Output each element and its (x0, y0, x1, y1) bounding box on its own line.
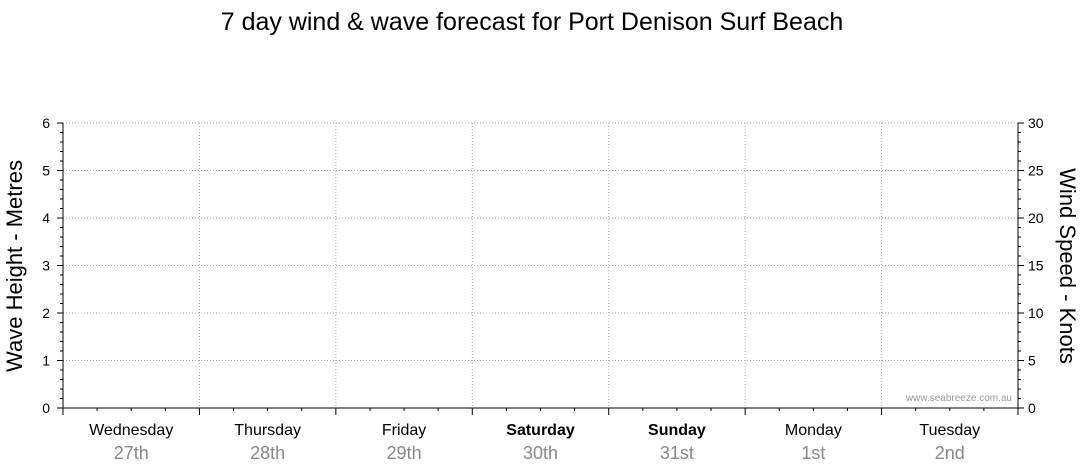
day-date-label: 28th (250, 443, 285, 463)
day-date-label: 30th (523, 443, 558, 463)
day-name-label: Saturday (506, 422, 575, 439)
day-date-label: 31st (660, 443, 694, 463)
day-labels: Wednesday 27th Thursday 28th Friday 29th Satur… (89, 422, 980, 463)
grid-lines (63, 122, 1018, 408)
left-axis-ticks: 0 1 2 3 4 5 6 (42, 115, 63, 416)
right-tick-label: 15 (1028, 258, 1044, 274)
right-axis-title: Wind Speed - Knots (1055, 168, 1080, 364)
day-name-label: Friday (382, 422, 426, 439)
day-name-label: Sunday (648, 422, 706, 439)
left-tick-label: 3 (42, 258, 50, 274)
day-name-label: Thursday (234, 422, 301, 439)
left-tick-label: 5 (42, 163, 50, 179)
day-name-label: Tuesday (919, 422, 980, 439)
left-tick-label: 0 (42, 400, 50, 416)
day-date-label: 1st (801, 443, 825, 463)
right-axis-ticks: 0 5 10 15 20 25 30 (1018, 115, 1044, 416)
left-axis-title: Wave Height - Metres (2, 160, 27, 372)
axes (62, 123, 1019, 415)
chart-title: 7 day wind & wave forecast for Port Deni… (221, 8, 844, 36)
day-date-label: 27th (114, 443, 149, 463)
right-tick-label: 10 (1028, 305, 1044, 321)
left-tick-label: 1 (42, 353, 50, 369)
left-tick-label: 4 (42, 210, 50, 226)
watermark: www.seabreeze.com.au (905, 393, 1012, 404)
right-tick-label: 0 (1028, 400, 1036, 416)
right-tick-label: 20 (1028, 210, 1044, 226)
day-name-label: Wednesday (89, 422, 173, 439)
right-tick-label: 5 (1028, 353, 1036, 369)
right-tick-label: 30 (1028, 115, 1044, 131)
left-tick-label: 6 (42, 115, 50, 131)
day-date-label: 29th (387, 443, 422, 463)
day-name-label: Monday (785, 422, 842, 439)
left-tick-label: 2 (42, 305, 50, 321)
day-date-label: 2nd (935, 443, 965, 463)
right-tick-label: 25 (1028, 163, 1044, 179)
